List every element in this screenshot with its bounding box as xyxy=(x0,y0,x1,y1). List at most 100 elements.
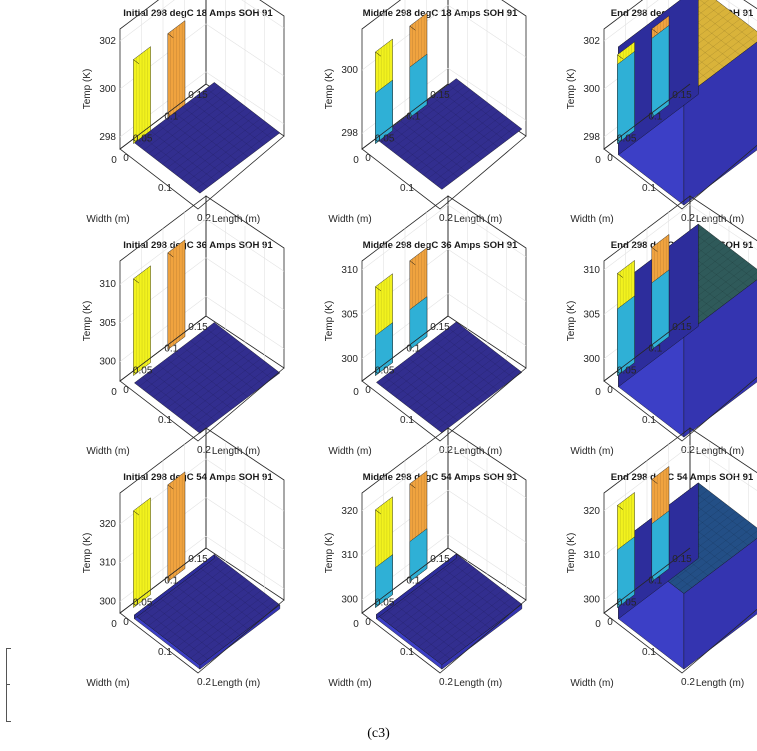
mesh-line xyxy=(690,488,756,540)
y-tick-label: 0.1 xyxy=(164,576,178,587)
mesh-line xyxy=(413,107,494,168)
surface-side-wall xyxy=(683,538,757,670)
x-axis-label: Length (m) xyxy=(454,446,502,457)
y-tick-label: 0.05 xyxy=(133,365,153,376)
tab-right-edge xyxy=(375,51,382,57)
tab-left-edge xyxy=(651,479,658,484)
tab-right-edge xyxy=(133,510,140,516)
figure-caption: (c3) xyxy=(367,726,390,741)
x-tick-label: 0.1 xyxy=(400,183,414,194)
mesh-line xyxy=(404,343,485,405)
mesh-line xyxy=(408,590,474,641)
mesh-line xyxy=(190,597,271,659)
mesh-line xyxy=(385,85,466,147)
mesh-line xyxy=(167,107,248,169)
x-tick-label: 0 xyxy=(607,385,613,396)
z-tick-label: 300 xyxy=(583,84,600,95)
mesh-line xyxy=(399,96,480,158)
tab-left-edge xyxy=(409,25,416,31)
y-tick-label: 0.15 xyxy=(430,554,450,565)
x-tick-label: 0.1 xyxy=(158,647,172,658)
tab-right-edge xyxy=(133,278,140,284)
x-tick-label: 0.2 xyxy=(197,677,211,688)
mesh-line xyxy=(153,96,234,158)
z-axis-label: Temp (K) xyxy=(82,69,93,110)
x-tick-label: 0.1 xyxy=(642,415,656,426)
z-gridline xyxy=(603,0,757,42)
mesh-line xyxy=(448,559,514,611)
mesh-line xyxy=(198,334,264,386)
axis-frame xyxy=(119,315,285,442)
z-tick-label: 310 xyxy=(99,558,116,569)
z-tick-label: 302 xyxy=(99,36,116,47)
mesh-line xyxy=(395,568,476,629)
mesh-line xyxy=(413,582,494,644)
y-tick-label: 0.15 xyxy=(672,322,692,333)
x-axis-label: Length (m) xyxy=(212,214,260,225)
mesh-line xyxy=(150,602,216,654)
axis-frame xyxy=(603,83,757,210)
mesh-line xyxy=(157,340,238,402)
tab-right-edge xyxy=(617,273,624,278)
back-wall-right xyxy=(447,195,527,369)
mesh-line xyxy=(384,376,450,427)
mesh-line xyxy=(148,333,229,394)
z-tick-label: 300 xyxy=(99,84,116,95)
x-tick-label: 0 xyxy=(365,385,371,396)
y-tick-label: 0.05 xyxy=(617,365,637,376)
z-tick-label: 305 xyxy=(341,309,358,320)
mesh-line xyxy=(416,584,482,635)
surface-left-wall xyxy=(376,553,457,620)
mesh-line xyxy=(143,561,224,623)
z-tick-label: 300 xyxy=(341,595,358,606)
mesh-line xyxy=(190,572,256,624)
mesh-line xyxy=(142,136,208,188)
z-gridline xyxy=(603,204,757,271)
margin-bracket-tick xyxy=(6,684,10,685)
tab-left-edge xyxy=(167,33,174,38)
mesh-line xyxy=(167,347,248,409)
mesh-line xyxy=(162,103,243,165)
x-axis-label: Length (m) xyxy=(212,446,260,457)
tab-right-edge xyxy=(617,54,624,60)
z-tick-label: 310 xyxy=(583,550,600,561)
mesh-line xyxy=(198,94,264,145)
mesh-line xyxy=(437,125,518,186)
surface-plot-3: End 298 degC 18 Amps SOH 91298300302Temp… xyxy=(566,0,757,225)
y-tick-label: 0.1 xyxy=(648,576,662,587)
mesh-line xyxy=(440,333,506,385)
mesh-line xyxy=(392,370,458,421)
x-tick-label: 0.2 xyxy=(681,213,695,224)
mesh-line xyxy=(395,92,476,154)
mesh-line xyxy=(171,583,252,644)
mesh-line xyxy=(400,596,466,647)
mesh-line xyxy=(448,327,514,379)
mesh-line xyxy=(190,365,271,427)
surface-plot-9: End 298 degC 54 Amps SOH 91 300 310 320 Temp… xyxy=(566,427,757,689)
mesh-line xyxy=(380,82,462,143)
plot-title: Middle 298 degC 18 Amps SOH 91 xyxy=(363,8,518,19)
z-tick-label: 300 xyxy=(99,596,116,607)
y-axis-label: Width (m) xyxy=(86,678,129,689)
mesh-line xyxy=(166,590,232,642)
plot-title: Initial 298 degC 54 Amps SOH 91 xyxy=(123,472,273,483)
mesh-line xyxy=(395,336,476,397)
z-tick-label: 298 xyxy=(583,132,600,143)
mesh-line xyxy=(174,584,240,636)
mesh-line xyxy=(418,110,499,172)
z-tick-label: 300 xyxy=(583,354,600,365)
tab-right-cool-band xyxy=(375,554,393,609)
z-tick-label: 310 xyxy=(583,265,600,276)
tab-left xyxy=(167,239,186,351)
surface-side-wall xyxy=(683,279,757,438)
mesh-line xyxy=(176,354,257,416)
mesh-line xyxy=(142,608,208,660)
y-tick-label: 0.15 xyxy=(672,90,692,101)
mesh-line xyxy=(424,577,490,629)
tab-right-cool-band xyxy=(375,79,393,145)
mesh-line xyxy=(400,364,466,415)
tab-right-edge xyxy=(375,509,382,515)
surface-top xyxy=(376,321,523,434)
x-tick-label: 0.1 xyxy=(158,415,172,426)
surface-top xyxy=(376,78,523,190)
